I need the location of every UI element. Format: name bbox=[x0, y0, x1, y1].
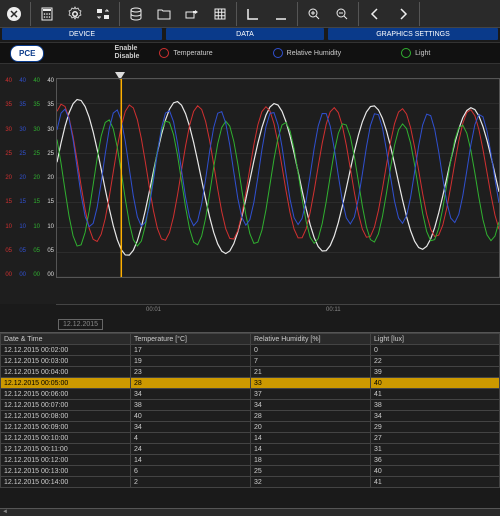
legend-temperature[interactable]: Temperature bbox=[159, 48, 212, 58]
table-row[interactable]: 12.12.2015 00:13:0062540 bbox=[1, 466, 500, 477]
axis-bottom-icon[interactable] bbox=[267, 0, 295, 28]
table-row[interactable]: 12.12.2015 00:09:00342029 bbox=[1, 422, 500, 433]
export-icon[interactable] bbox=[178, 0, 206, 28]
tab-graphics[interactable]: GRAPHICS SETTINGS bbox=[328, 28, 498, 40]
tab-device[interactable]: DEVICE bbox=[2, 28, 162, 40]
y-axis-temperature: 403530252015100500 bbox=[0, 78, 14, 278]
legend-light[interactable]: Light bbox=[401, 48, 430, 58]
table-row[interactable]: 12.12.2015 00:06:00343741 bbox=[1, 389, 500, 400]
calculator-icon[interactable] bbox=[33, 0, 61, 28]
database-icon[interactable] bbox=[122, 0, 150, 28]
main-toolbar bbox=[0, 0, 500, 28]
time-tick: 00:01 bbox=[146, 307, 161, 313]
table-row[interactable]: 12.12.2015 00:10:0041427 bbox=[1, 433, 500, 444]
table-row[interactable]: 12.12.2015 00:05:00283340 bbox=[1, 378, 500, 389]
data-table-wrap: Date & TimeTemperature [°C]Relative Humi… bbox=[0, 332, 500, 508]
sync-icon[interactable] bbox=[89, 0, 117, 28]
legend-bar: PCE EnableDisable Temperature Relative H… bbox=[0, 42, 500, 64]
axis-bottom-left-icon[interactable] bbox=[239, 0, 267, 28]
table-row[interactable]: 12.12.2015 00:04:00232139 bbox=[1, 367, 500, 378]
section-tabs: DEVICE DATA GRAPHICS SETTINGS bbox=[0, 28, 500, 42]
time-axis: 00:01 00:11 12.12.2015 bbox=[56, 304, 500, 332]
chart-plot[interactable] bbox=[56, 78, 500, 278]
folder-icon[interactable] bbox=[150, 0, 178, 28]
gear-icon[interactable] bbox=[61, 0, 89, 28]
data-table: Date & TimeTemperature [°C]Relative Humi… bbox=[0, 333, 500, 488]
close-icon[interactable] bbox=[0, 0, 28, 28]
tab-data[interactable]: DATA bbox=[166, 28, 324, 40]
next-icon[interactable] bbox=[389, 0, 417, 28]
y-axis-aux: 403530252015100500 bbox=[42, 78, 56, 278]
table-row[interactable]: 12.12.2015 00:12:00141836 bbox=[1, 455, 500, 466]
date-display: 12.12.2015 bbox=[58, 319, 103, 330]
circle-icon bbox=[159, 48, 169, 58]
table-row[interactable]: 12.12.2015 00:07:00383438 bbox=[1, 400, 500, 411]
pce-logo: PCE bbox=[10, 45, 44, 62]
table-row[interactable]: 12.12.2015 00:08:00402834 bbox=[1, 411, 500, 422]
table-row[interactable]: 12.12.2015 00:11:00241431 bbox=[1, 444, 500, 455]
zoom-out-icon[interactable] bbox=[328, 0, 356, 28]
grid-icon[interactable] bbox=[206, 0, 234, 28]
table-row[interactable]: 12.12.2015 00:03:0019722 bbox=[1, 356, 500, 367]
circle-icon bbox=[273, 48, 283, 58]
time-tick: 00:11 bbox=[326, 307, 341, 313]
chart-area: 403530252015100500 403530252015100500 40… bbox=[0, 64, 500, 304]
y-axis-light: 403530252015100500 bbox=[28, 78, 42, 278]
y-axis-group: 403530252015100500 403530252015100500 40… bbox=[0, 64, 56, 304]
y-axis-humidity: 403530252015100500 bbox=[14, 78, 28, 278]
prev-icon[interactable] bbox=[361, 0, 389, 28]
zoom-in-icon[interactable] bbox=[300, 0, 328, 28]
table-row[interactable]: 12.12.2015 00:14:0023241 bbox=[1, 477, 500, 488]
circle-icon bbox=[401, 48, 411, 58]
table-row[interactable]: 12.12.2015 00:02:001700 bbox=[1, 345, 500, 356]
horizontal-scrollbar[interactable] bbox=[0, 508, 500, 516]
legend-humidity[interactable]: Relative Humidity bbox=[273, 48, 341, 58]
enable-disable-toggle[interactable]: EnableDisable bbox=[114, 45, 139, 60]
